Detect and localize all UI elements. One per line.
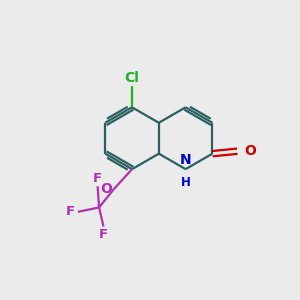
Text: O: O <box>244 144 256 158</box>
Text: N: N <box>180 153 191 167</box>
Text: H: H <box>181 176 190 190</box>
Text: Cl: Cl <box>124 70 140 85</box>
Text: F: F <box>93 172 102 185</box>
Text: F: F <box>66 205 75 218</box>
Text: F: F <box>99 228 108 241</box>
Text: O: O <box>100 182 112 196</box>
